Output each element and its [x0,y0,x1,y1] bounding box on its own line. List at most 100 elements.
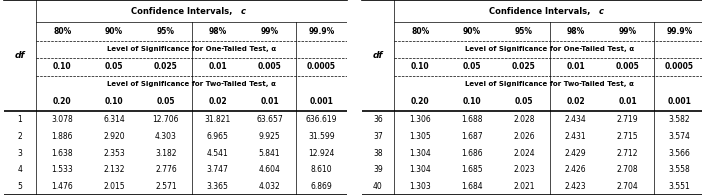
Text: Level of Significance for Two-Tailed Test, α: Level of Significance for Two-Tailed Tes… [465,81,635,87]
Text: 3.551: 3.551 [669,182,691,191]
Text: 99.9%: 99.9% [308,27,335,36]
Text: 3: 3 [18,149,22,158]
Text: 0.20: 0.20 [53,97,72,106]
Text: 2.719: 2.719 [617,115,639,124]
Text: 2: 2 [18,132,22,141]
Text: Confidence Intervals,: Confidence Intervals, [489,7,593,16]
Text: 40: 40 [373,182,383,191]
Text: df: df [373,51,383,60]
Text: 2.708: 2.708 [617,165,639,174]
Text: 0.01: 0.01 [618,97,637,106]
Text: 0.05: 0.05 [157,97,175,106]
Text: 3.566: 3.566 [668,149,691,158]
Text: 1.304: 1.304 [409,165,431,174]
Text: 2.015: 2.015 [103,182,125,191]
Text: 31.821: 31.821 [205,115,231,124]
Text: 1.533: 1.533 [51,165,73,174]
Text: 0.02: 0.02 [208,97,227,106]
Text: 6.965: 6.965 [207,132,229,141]
Text: 2.434: 2.434 [565,115,587,124]
Text: 0.001: 0.001 [310,97,333,106]
Text: Level of Significance for One-Tailed Test, α: Level of Significance for One-Tailed Tes… [465,46,635,52]
Text: Level of Significance for Two-Tailed Test, α: Level of Significance for Two-Tailed Tes… [107,81,277,87]
Text: 4.032: 4.032 [259,182,281,191]
Text: 6.314: 6.314 [103,115,125,124]
Text: 37: 37 [373,132,383,141]
Text: 1.303: 1.303 [409,182,431,191]
Text: 0.10: 0.10 [53,62,72,71]
Text: 5: 5 [18,182,22,191]
Text: 3.182: 3.182 [155,149,177,158]
Text: df: df [15,51,25,60]
Text: c: c [241,7,246,16]
Text: 4.541: 4.541 [207,149,229,158]
Text: 12.924: 12.924 [308,149,335,158]
Text: 2.132: 2.132 [103,165,125,174]
Text: 2.353: 2.353 [103,149,125,158]
Text: 0.01: 0.01 [260,97,279,106]
Text: 3.365: 3.365 [207,182,229,191]
Text: 2.776: 2.776 [155,165,177,174]
Text: 38: 38 [373,149,383,158]
Text: 31.599: 31.599 [308,132,335,141]
Text: 0.01: 0.01 [567,62,585,71]
Text: 95%: 95% [515,27,533,36]
Text: 1.304: 1.304 [409,149,431,158]
Text: 80%: 80% [53,27,72,36]
Text: 0.20: 0.20 [411,97,430,106]
Text: 99%: 99% [618,27,637,36]
Text: 0.10: 0.10 [463,97,482,106]
Text: 0.025: 0.025 [154,62,178,71]
Text: 2.426: 2.426 [565,165,587,174]
Text: 0.025: 0.025 [512,62,536,71]
Text: 2.920: 2.920 [103,132,125,141]
Text: 2.024: 2.024 [513,149,535,158]
Text: 90%: 90% [463,27,481,36]
Text: 98%: 98% [208,27,227,36]
Text: 2.021: 2.021 [513,182,535,191]
Text: 2.431: 2.431 [565,132,587,141]
Text: 0.0005: 0.0005 [307,62,336,71]
Text: 0.05: 0.05 [463,62,482,71]
Text: 12.706: 12.706 [152,115,179,124]
Text: 99%: 99% [260,27,279,36]
Text: 2.028: 2.028 [513,115,535,124]
Text: 6.869: 6.869 [311,182,333,191]
Text: 4.604: 4.604 [259,165,281,174]
Text: 2.429: 2.429 [565,149,587,158]
Text: 1.686: 1.686 [461,149,483,158]
Text: 90%: 90% [105,27,123,36]
Text: 98%: 98% [567,27,585,36]
Text: 3.558: 3.558 [669,165,691,174]
Text: 99.9%: 99.9% [666,27,693,36]
Text: Confidence Intervals,: Confidence Intervals, [131,7,235,16]
Text: 1.476: 1.476 [51,182,73,191]
Text: 0.001: 0.001 [668,97,691,106]
Text: 1.685: 1.685 [461,165,483,174]
Text: 0.005: 0.005 [616,62,640,71]
Text: 1.688: 1.688 [461,115,483,124]
Text: 0.0005: 0.0005 [665,62,694,71]
Text: 636.619: 636.619 [306,115,337,124]
Text: 1: 1 [18,115,22,124]
Text: 3.078: 3.078 [51,115,73,124]
Text: Level of Significance for One-Tailed Test, α: Level of Significance for One-Tailed Tes… [107,46,277,52]
Text: 63.657: 63.657 [256,115,283,124]
Text: 9.925: 9.925 [259,132,281,141]
Text: 4.303: 4.303 [155,132,177,141]
Text: 1.886: 1.886 [51,132,73,141]
Text: 0.005: 0.005 [258,62,282,71]
Text: 2.423: 2.423 [565,182,587,191]
Text: 36: 36 [373,115,383,124]
Text: 1.687: 1.687 [461,132,483,141]
Text: 2.712: 2.712 [617,149,638,158]
Text: 2.715: 2.715 [617,132,639,141]
Text: 0.05: 0.05 [105,62,124,71]
Text: 0.02: 0.02 [567,97,585,106]
Text: 1.638: 1.638 [51,149,73,158]
Text: 0.01: 0.01 [208,62,227,71]
Text: 3.574: 3.574 [668,132,691,141]
Text: 1.684: 1.684 [461,182,483,191]
Text: 0.05: 0.05 [515,97,533,106]
Text: 2.571: 2.571 [155,182,177,191]
